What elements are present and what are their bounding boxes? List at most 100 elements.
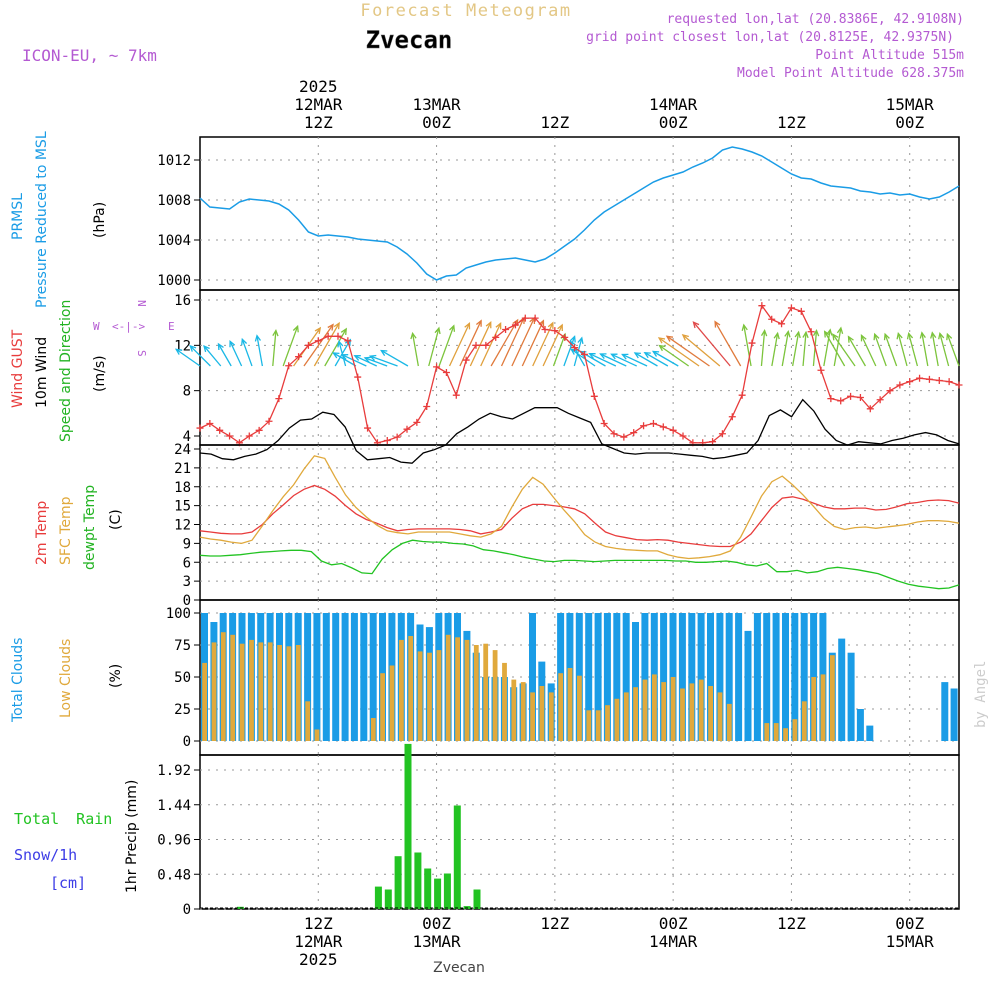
wind-arrow-head <box>203 344 210 353</box>
total-cloud-bar <box>866 725 874 741</box>
wind-gust-marker <box>344 337 352 345</box>
low-cloud-bar <box>764 723 770 741</box>
wind-gust-marker <box>442 369 450 377</box>
model-label: ICON-EU, ~ 7km <box>22 46 157 65</box>
wind-gust-marker <box>896 381 904 389</box>
point-altitude: Point Altitude 515m <box>815 48 964 63</box>
temperature-ytick-label: 6 <box>183 555 191 571</box>
wind-arrow-head <box>557 323 563 332</box>
rain-bar <box>404 743 412 909</box>
low-cloud-bar <box>811 677 817 741</box>
wind-arrow-head <box>570 348 578 355</box>
wind-arrow-head <box>847 335 854 343</box>
temperature-panel: 0 3 6 9 12 15 18 21 24 <box>174 442 960 609</box>
wind-direction-arrow <box>303 324 334 367</box>
wind-direction-arrow <box>666 335 710 367</box>
wind-gust-marker <box>610 430 618 438</box>
wind-gust-marker <box>630 429 638 437</box>
total-cloud-bar <box>838 638 846 741</box>
wind-arrow-head <box>368 354 377 361</box>
total-cloud-bar <box>585 613 593 741</box>
wind-gust-marker <box>433 363 441 371</box>
precip-panel: 0 0.48 0.96 1.44 1.92 <box>157 743 960 918</box>
rain-bar <box>453 805 461 909</box>
wind-arrow-head <box>327 323 334 331</box>
low-cloud-bar <box>567 668 573 741</box>
low-cloud-bar <box>717 692 723 741</box>
low-cloud-bar <box>202 662 207 741</box>
wind-direction-arrow <box>792 331 800 367</box>
total-cloud-bar <box>782 613 789 741</box>
total-cloud-bar <box>725 613 733 741</box>
low-cloud-bar <box>670 677 676 741</box>
precip-labels: Total Rain Snow/1h [cm] 1hr Precip (mm) <box>14 780 140 893</box>
wind-direction-arrow <box>324 328 347 367</box>
temp-sfc-label: SFC Temp <box>58 496 74 565</box>
wind-arrow-head <box>812 329 820 337</box>
wind-direction-arrow <box>338 341 347 367</box>
wind-arrow-head <box>569 340 576 348</box>
low-cloud-bar <box>380 673 385 741</box>
low-cloud-bar <box>614 698 620 741</box>
wind-gust-marker <box>906 378 914 386</box>
wind-gust-marker <box>502 325 510 333</box>
wind-direction-arrow <box>832 334 856 367</box>
wind-gust-marker <box>324 332 332 340</box>
wind-direction-arrow <box>659 345 690 367</box>
wind-direction-arrow <box>652 350 679 367</box>
wind-direction-arrow <box>884 333 898 367</box>
temp-dewpt-label: dewpt Temp <box>82 485 98 570</box>
precip-ytick-label: 0.96 <box>157 833 191 849</box>
wind-gust-marker <box>866 405 874 413</box>
low-cloud-bar <box>427 652 432 741</box>
wind-gust-marker <box>541 325 549 333</box>
precip-ytick-label: 0 <box>183 902 191 918</box>
wind-arrow-head <box>714 320 721 328</box>
low-cloud-bar <box>558 673 564 741</box>
rain-bar <box>473 889 481 909</box>
wind-arrow-head <box>174 348 183 355</box>
bottom-time-label: 00Z <box>895 914 924 933</box>
wind-arrow-head <box>657 337 666 344</box>
rain-bar <box>394 856 402 909</box>
wind-direction-arrow <box>480 323 502 367</box>
total-cloud-bar <box>772 613 780 741</box>
low-clouds-label: Low Clouds <box>58 639 74 718</box>
clouds-panel: 0 25 50 75 100 <box>166 599 960 756</box>
model-point-altitude: Model Point Altitude 628.375m <box>737 66 964 81</box>
wind-arrow-head <box>599 353 607 360</box>
wind-direction-arrow <box>573 337 583 367</box>
wind-gust-marker <box>206 420 214 428</box>
wind-gust-label: Wind GUST <box>10 329 26 408</box>
wind-gust-marker <box>955 381 963 389</box>
wind-direction-arrow <box>589 353 617 367</box>
wind-direction-arrow <box>217 343 232 367</box>
wind-direction-arrow <box>333 352 357 367</box>
wind-arrow-head <box>363 356 371 363</box>
low-cloud-bar <box>305 701 311 741</box>
low-cloud-bar <box>689 683 695 741</box>
wind-gust-marker <box>413 418 421 426</box>
total-cloud-bar <box>632 622 639 741</box>
total-cloud-bar <box>529 613 536 741</box>
snow-unit-label: [cm] <box>50 874 86 892</box>
wind-direction-arrow <box>364 357 388 367</box>
precip-ytick-label: 0.48 <box>157 867 191 883</box>
wind-arrow-head <box>495 322 502 330</box>
wind-gust-marker <box>797 307 805 315</box>
wind-direction-arrow <box>469 322 492 367</box>
wind-arrow-head <box>919 331 926 339</box>
wind-arrow-head <box>692 321 700 329</box>
rain-bar <box>384 889 392 909</box>
low-cloud-bar <box>586 710 592 741</box>
wind-gust-marker <box>886 387 894 395</box>
temperature-ytick-label: 9 <box>183 536 191 552</box>
wind-arrow-head <box>434 326 441 335</box>
wind-arrow-head <box>332 352 340 359</box>
wind-arrow-head <box>410 331 417 340</box>
wind-gust-marker <box>226 432 234 440</box>
temperature-ytick-label: 12 <box>174 518 191 534</box>
top-time-label: 12Z <box>777 113 806 132</box>
wind-arrow-head <box>449 324 456 332</box>
rain-bar <box>414 852 422 909</box>
